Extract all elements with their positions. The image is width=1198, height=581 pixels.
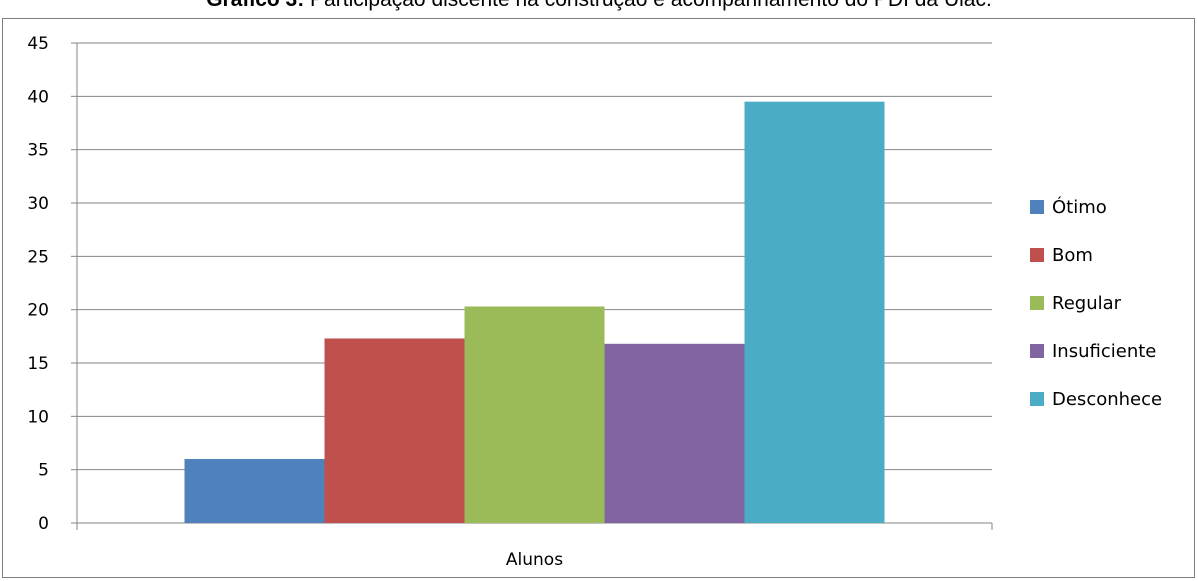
legend-label: Desconhece (1052, 389, 1162, 410)
legend-swatch (1030, 344, 1044, 358)
legend-swatch (1030, 200, 1044, 214)
y-tick-label: 30 (27, 194, 49, 214)
legend-swatch (1030, 392, 1044, 406)
legend-swatch (1030, 296, 1044, 310)
y-tick-label: 15 (27, 354, 49, 374)
bar-regular (464, 306, 605, 523)
legend-swatch (1030, 248, 1044, 262)
chart-frame (2, 18, 1195, 578)
chart-title-bold: Gráfico 3: (206, 0, 304, 11)
legend-label: Insuficiente (1052, 341, 1156, 362)
x-category-label: Alunos (506, 550, 563, 570)
y-tick-label: 5 (38, 461, 49, 481)
chart-title: Gráfico 3: Participação discente na cons… (0, 0, 1198, 12)
y-tick-label: 20 (27, 301, 49, 321)
y-tick-label: 10 (27, 407, 49, 427)
legend-label: Ótimo (1052, 196, 1107, 218)
legend-label: Bom (1052, 245, 1093, 266)
y-tick-label: 0 (38, 514, 49, 534)
y-tick-label: 25 (27, 247, 49, 267)
chart-title-text: Participação discente na construção e ac… (304, 0, 992, 11)
y-tick-label: 35 (27, 141, 49, 161)
bar-desconhece (744, 101, 885, 524)
bar-bom (324, 338, 465, 523)
bar-insuficiente (604, 343, 745, 523)
bar-otimo (184, 459, 325, 523)
y-tick-label: 40 (27, 87, 49, 107)
y-tick-label: 45 (27, 34, 49, 54)
legend-label: Regular (1052, 293, 1122, 314)
